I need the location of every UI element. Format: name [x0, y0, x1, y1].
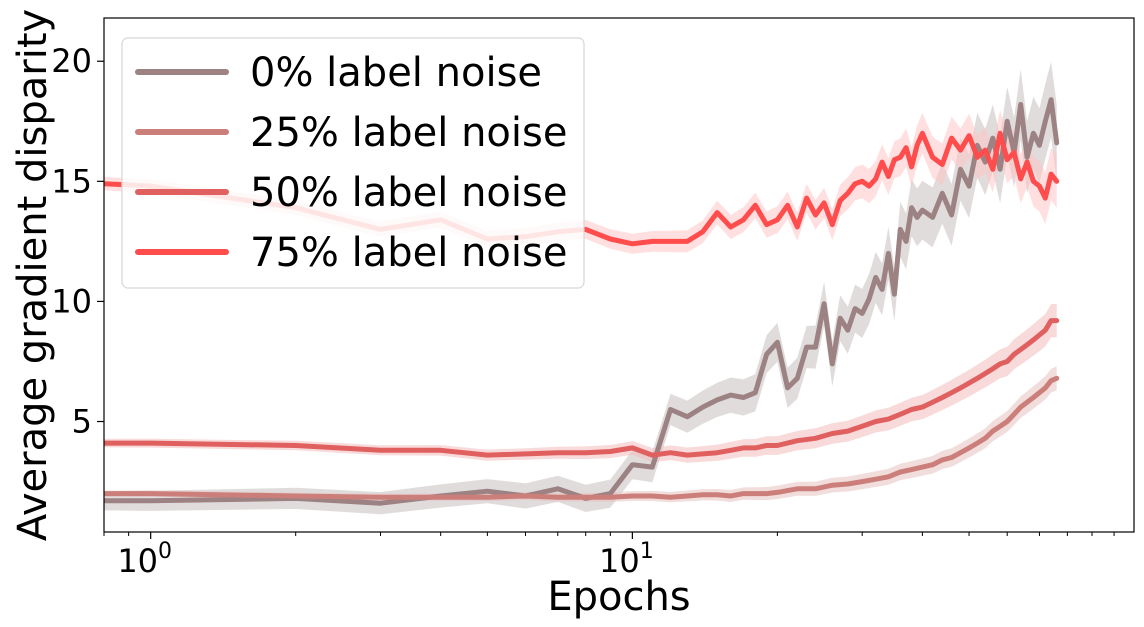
- y-tick-label-0: 5: [72, 403, 92, 441]
- x-tick-label-0: 100: [117, 539, 172, 580]
- x-axis-ticks: 100 101: [103, 532, 1115, 580]
- band-series-1: [104, 366, 1057, 503]
- legend-label-1: 25% label noise: [250, 110, 567, 156]
- band-series-0: [104, 61, 1057, 515]
- legend-label-2: 50% label noise: [250, 170, 567, 216]
- y-tick-label-2: 15: [51, 162, 92, 200]
- legend-label-3: 75% label noise: [250, 230, 567, 276]
- series-lines: [104, 97, 1060, 506]
- y-axis-title: Average gradient disparity: [10, 9, 56, 541]
- x-axis-title: Epochs: [547, 574, 690, 620]
- plot-frame: [103, 17, 1135, 533]
- legend-label-0: 0% label noise: [250, 50, 542, 96]
- legend: 0% label noise 25% label noise 50% label n…: [121, 37, 585, 289]
- line-series-2: [104, 318, 1060, 458]
- y-axis-ticks: 5 10 15 20: [51, 42, 104, 441]
- y-tick-label-1: 10: [51, 282, 92, 320]
- x-tick-label-1: 101: [599, 539, 654, 580]
- y-tick-label-3: 20: [51, 42, 92, 80]
- line-series-3: [104, 130, 1060, 247]
- line-series-1: [104, 375, 1060, 500]
- band-series-2: [104, 303, 1057, 463]
- legend-box: [121, 37, 585, 289]
